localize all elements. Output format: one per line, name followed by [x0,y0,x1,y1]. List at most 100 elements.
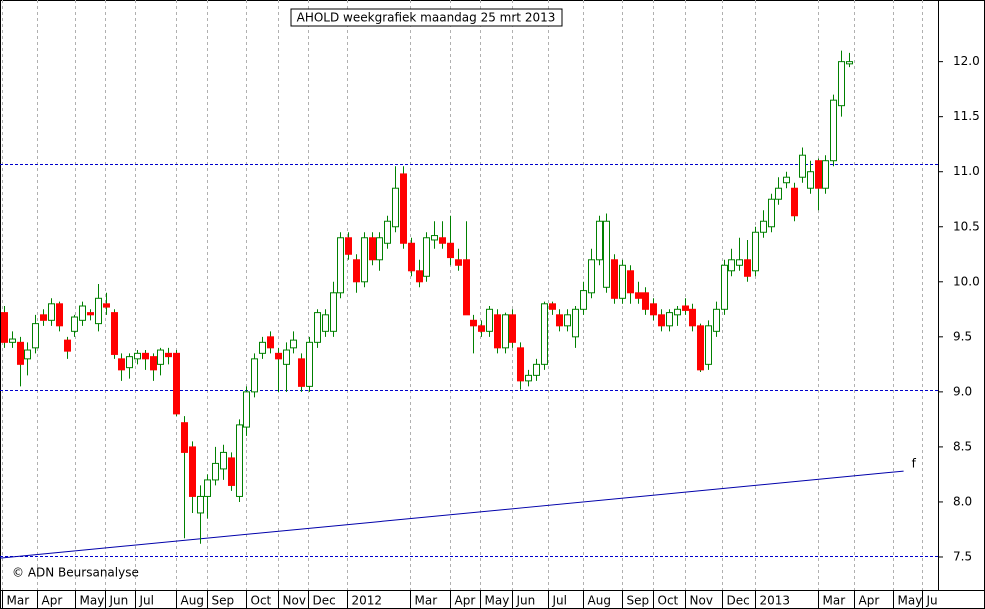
x-tick-label: Jun [516,594,536,608]
candle-body [212,462,219,481]
candle-body [815,160,822,189]
x-tick-label: Nov [283,594,306,608]
x-tick-label: Sep [212,594,235,608]
candle-body [439,237,446,244]
candle-body [463,259,470,316]
candle-body [564,314,571,327]
x-tick-label: May [80,594,105,608]
candle-body [314,312,321,343]
x-tick-label: May [485,594,510,608]
candle-body [517,347,524,382]
candle-body [682,305,689,311]
candle-body [118,358,125,371]
candle-body [486,308,493,332]
candle-body [337,237,344,294]
x-tick-label: Dec [727,594,750,608]
candle-body [87,312,94,316]
candle-body [283,349,290,365]
candle-body [721,264,728,310]
y-tick-label: 11.0 [953,164,980,178]
candle-body [783,176,790,184]
x-tick-label: Oct [251,594,272,608]
candle-body [713,308,720,332]
candle-body [56,303,63,327]
candle-body [736,259,743,266]
candle-body [674,308,681,316]
candle-body [642,292,649,310]
candle-body [17,341,24,365]
candle-body [361,237,368,283]
candle-body [236,424,243,497]
candle-body [666,312,673,327]
candle-body [9,338,16,343]
candle-body [204,479,211,497]
y-tick-label: 9.0 [953,384,972,398]
candle-body [95,297,102,325]
y-tick-label: 10.0 [953,274,980,288]
candle-body [822,160,829,189]
trend-line [0,470,904,559]
candle-body [189,446,196,497]
candle-body [752,231,759,272]
candle-body [165,352,172,358]
x-tick-label: Sep [627,594,650,608]
title-box [290,8,563,27]
candle-body [689,308,696,327]
y-tick-label: 8.0 [953,494,972,508]
candle-body [150,356,157,371]
candle-body [799,154,806,178]
candle-body [768,198,775,228]
x-tick-label: Mar [415,594,438,608]
candle-body [134,352,141,360]
candle-body [48,303,55,321]
candle-body [830,99,837,162]
y-tick-label: 7.5 [953,549,972,563]
candle-body [345,237,352,255]
candle-body [111,312,118,355]
candle-body [290,339,297,349]
candle-body [611,259,618,299]
y-tick-label: 9.5 [953,329,972,343]
candle-body [306,341,313,387]
candle-body [846,61,853,65]
chart-title: AHOLD weekgrafiek maandag 25 mrt 2013 [297,11,556,25]
x-tick-label: 2012 [352,594,383,608]
candle-body [838,61,845,107]
candle-body [330,292,337,332]
candle-body [525,374,532,382]
marks: f [0,50,938,559]
candle-body [322,314,329,332]
candle-body [423,237,430,277]
candle-body [400,173,407,244]
x-tick-label: Jul [139,594,154,608]
candle-body [455,259,462,266]
candle-body [376,237,383,261]
candle-body [243,391,250,428]
y-tick-label: 12.0 [953,54,980,68]
candle-body [533,363,540,376]
x-tick-label: Apr [859,594,880,608]
candle-body [494,314,501,349]
candle-body [71,316,78,332]
candle-body [267,336,274,349]
candle-body [142,352,149,360]
y-tick-label: 11.5 [953,109,980,123]
candle-body [79,305,86,321]
x-tick-label: Mar [823,594,846,608]
candle-body [298,358,305,387]
x-tick-label: Oct [658,594,679,608]
candle-body [1,312,8,343]
candle-body [807,171,814,189]
candle-body [791,187,798,217]
candle-body [126,356,133,369]
candle-body [478,325,485,332]
candle-body [228,457,235,486]
candle-body [157,349,164,365]
candle-body [40,314,47,321]
candle-body [775,187,782,200]
candle-body [275,352,282,360]
candle-body [650,303,657,316]
candle-body [416,270,423,283]
